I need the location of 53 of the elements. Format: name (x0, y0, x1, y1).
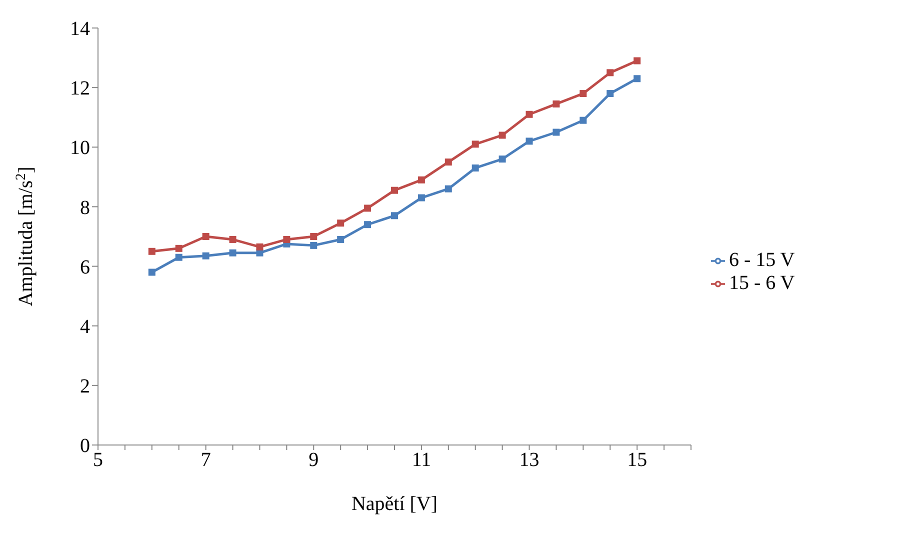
point (634, 75, 641, 82)
point (310, 242, 318, 249)
point (202, 233, 210, 240)
point (498, 132, 506, 139)
point (391, 212, 398, 220)
x-tick-label: 13 (519, 449, 540, 472)
point (472, 140, 479, 148)
point (552, 128, 560, 136)
y-tick-label: 4 (80, 316, 90, 338)
point (148, 268, 156, 276)
point (634, 57, 641, 64)
point (580, 90, 587, 98)
point (606, 69, 614, 76)
x-tick-label: 5 (93, 449, 103, 472)
y-tick-label: 2 (80, 376, 90, 398)
legend-label: 15 - 6 V (729, 272, 795, 294)
point (364, 204, 372, 212)
x-tick-label: 15 (627, 449, 648, 472)
point (391, 186, 398, 194)
x-tick-label: 7 (200, 449, 211, 472)
x-tick-label: 9 (308, 449, 319, 472)
point (580, 116, 587, 124)
point (337, 236, 344, 243)
y-tick-label: 6 (80, 256, 90, 278)
point (444, 158, 452, 166)
point (202, 252, 210, 260)
point (606, 90, 614, 98)
y-tick-label: 8 (80, 196, 90, 219)
point (337, 220, 344, 227)
x-tick-label: 11 (412, 449, 432, 472)
point (526, 138, 533, 145)
point (310, 233, 318, 240)
point (526, 110, 533, 118)
point (175, 254, 182, 261)
x-axis-title: Napětí [V] (351, 493, 438, 515)
legend-label: 6 - 15 V (729, 248, 795, 270)
y-tick-label: 14 (70, 18, 90, 40)
point (229, 236, 236, 243)
y-tick-label: 10 (70, 137, 90, 160)
point (256, 243, 264, 250)
point (498, 156, 506, 163)
point (418, 176, 425, 184)
y-tick-label: 0 (80, 435, 90, 458)
point (175, 244, 182, 252)
point (364, 221, 372, 228)
point (552, 100, 560, 108)
point (148, 248, 156, 255)
point (418, 194, 425, 202)
point (229, 249, 236, 256)
point (283, 236, 290, 243)
point (444, 185, 452, 192)
point (472, 164, 479, 172)
y-tick-label: 12 (70, 78, 90, 100)
